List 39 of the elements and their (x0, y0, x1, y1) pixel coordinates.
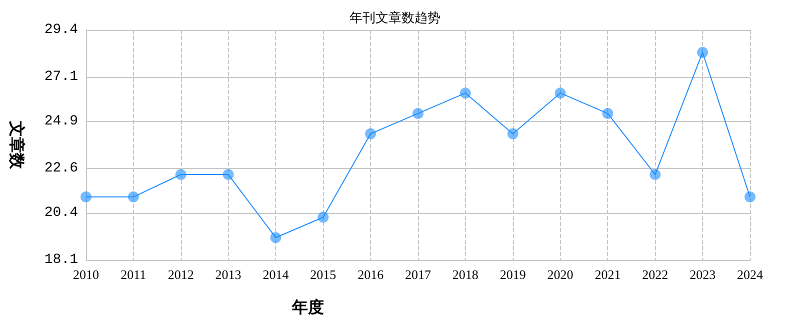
chart-title: 年刊文章数趋势 (350, 10, 440, 25)
point (650, 169, 661, 180)
y-tick-label: 29.4 (44, 22, 78, 38)
x-tick-label: 2017 (405, 267, 432, 282)
x-tick-label: 2020 (547, 267, 574, 282)
point (460, 88, 471, 99)
y-tick-label: 24.9 (44, 114, 78, 130)
y-tick-label: 20.4 (44, 205, 78, 222)
point (412, 108, 424, 119)
point (128, 191, 139, 202)
x-axis-title: 年度 (291, 298, 324, 316)
x-tick-label: 2013 (215, 267, 242, 282)
x-tick-label: 2018 (452, 267, 478, 282)
y-axis-title: 文章数 (8, 120, 26, 170)
y-tick-label: 27.1 (44, 68, 78, 85)
x-tick-label: 2019 (500, 267, 526, 282)
point (80, 191, 92, 202)
x-tick-label: 2010 (73, 267, 99, 282)
x-tick-label: 2022 (642, 267, 668, 282)
point (507, 128, 518, 140)
x-tick-label: 2021 (594, 267, 621, 282)
x-tick-label: 2014 (262, 267, 290, 282)
point (318, 212, 329, 223)
point (222, 169, 234, 180)
point (697, 46, 708, 58)
point (744, 191, 756, 202)
x-tick-label: 2016 (358, 267, 384, 282)
y-tick-label: 22.6 (44, 160, 78, 176)
point (270, 232, 282, 244)
point (554, 88, 566, 99)
x-tick-label: 2011 (120, 267, 146, 282)
x-tick-label: 2012 (168, 267, 194, 282)
point (602, 108, 614, 119)
x-tick-label: 2015 (310, 267, 336, 282)
y-tick-label: 18.1 (44, 252, 78, 268)
point (365, 128, 376, 140)
x-tick-label: 2023 (690, 267, 716, 282)
x-tick-label: 2024 (737, 267, 764, 282)
point (175, 169, 186, 180)
